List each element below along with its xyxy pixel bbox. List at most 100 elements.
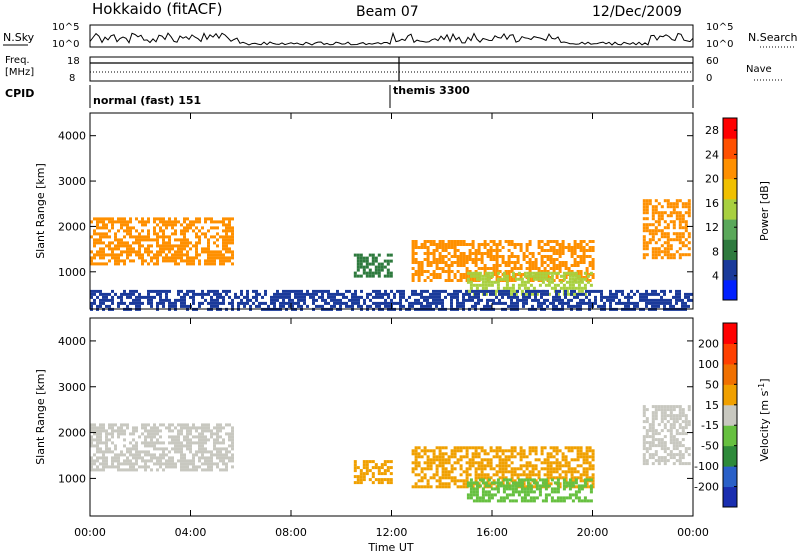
echo-cell xyxy=(516,452,520,456)
echo-cell xyxy=(501,295,504,299)
echo-cell xyxy=(666,214,670,218)
echo-cell xyxy=(228,229,231,233)
echo-cell xyxy=(481,277,485,281)
echo-cell xyxy=(666,408,670,412)
echo-cell xyxy=(516,301,519,305)
echo-cell xyxy=(453,446,457,450)
echo-cell xyxy=(420,273,424,276)
echo-cell xyxy=(453,452,457,456)
echo-cell xyxy=(642,199,646,203)
echo-cell xyxy=(192,459,195,463)
nsearch-tick-top: 10^5 xyxy=(706,22,733,33)
echo-cell xyxy=(117,426,120,430)
echo-cell xyxy=(174,250,177,254)
echo-cell xyxy=(195,244,198,248)
echo-cell xyxy=(642,205,646,209)
echo-cell xyxy=(368,262,372,266)
echo-cell xyxy=(222,253,225,257)
echo-cell xyxy=(417,292,420,296)
echo-cell xyxy=(478,271,482,275)
echo-cell xyxy=(183,253,186,257)
echo-cell xyxy=(669,408,673,412)
echo-cell xyxy=(204,262,207,266)
echo-cell xyxy=(486,304,489,308)
echo-cell xyxy=(246,292,249,296)
echo-cell xyxy=(576,292,579,296)
echo-cell xyxy=(517,286,521,290)
echo-cell xyxy=(678,423,682,427)
echo-cell xyxy=(579,298,582,302)
echo-cell xyxy=(570,270,574,273)
echo-cell xyxy=(639,292,642,296)
echo-cell xyxy=(543,292,546,296)
echo-cell xyxy=(480,243,484,246)
echo-cell xyxy=(426,479,430,483)
echo-cell xyxy=(426,264,430,267)
echo-cell xyxy=(365,274,369,278)
echo-cell xyxy=(435,304,438,308)
echo-cell xyxy=(300,289,303,293)
echo-cell xyxy=(423,279,427,282)
echo-cell xyxy=(502,274,506,278)
echo-cell xyxy=(438,449,442,453)
echo-cell xyxy=(510,446,514,450)
echo-cell xyxy=(159,253,162,257)
echo-cell xyxy=(504,261,508,264)
echo-cell xyxy=(297,304,300,308)
echo-cell xyxy=(156,256,159,260)
echo-cell xyxy=(429,458,433,462)
echo-cell xyxy=(369,304,372,308)
echo-cell xyxy=(147,250,150,254)
echo-cell xyxy=(180,250,183,254)
echo-cell xyxy=(459,261,463,264)
echo-cell xyxy=(417,446,421,450)
echo-cell xyxy=(359,469,363,473)
echo-cell xyxy=(219,429,222,433)
colorbar-segment xyxy=(723,323,737,344)
echo-cell xyxy=(544,496,548,500)
echo-cell xyxy=(487,271,491,275)
echo-cell xyxy=(510,252,514,255)
echo-cell xyxy=(90,435,93,439)
colorbar-frame xyxy=(722,322,738,508)
echo-cell xyxy=(291,301,294,305)
echo-cell xyxy=(540,304,543,308)
echo-cell xyxy=(489,249,493,252)
echo-cell xyxy=(666,223,670,227)
echo-cell xyxy=(228,223,231,227)
echo-cell xyxy=(96,468,99,472)
echo-cell xyxy=(642,408,646,412)
echo-cell xyxy=(147,232,150,236)
echo-cell xyxy=(126,220,129,224)
echo-cell xyxy=(192,295,195,299)
echo-cell xyxy=(114,235,117,239)
echo-cell xyxy=(177,256,180,260)
echo-cell xyxy=(174,259,177,263)
echo-cell xyxy=(213,444,216,448)
echo-cell xyxy=(558,279,562,282)
echo-cell xyxy=(516,258,520,261)
echo-cell xyxy=(123,462,126,466)
echo-cell xyxy=(450,279,454,282)
echo-cell xyxy=(469,286,473,290)
echo-cell xyxy=(660,256,664,260)
echo-cell xyxy=(387,295,390,299)
echo-cell xyxy=(585,255,589,258)
echo-cell xyxy=(579,301,582,305)
echo-cell xyxy=(495,246,499,249)
echo-cell xyxy=(547,292,551,296)
echo-cell xyxy=(687,405,691,409)
echo-cell xyxy=(171,259,174,263)
echo-cell xyxy=(475,493,479,497)
echo-cell xyxy=(672,208,676,212)
echo-cell xyxy=(504,470,508,474)
echo-cell xyxy=(90,456,93,460)
echo-cell xyxy=(108,229,111,233)
echo-cell xyxy=(165,295,168,299)
echo-cell xyxy=(474,270,478,273)
echo-cell xyxy=(459,446,463,450)
echo-cell xyxy=(120,426,123,430)
echo-cell xyxy=(538,493,542,497)
echo-cell xyxy=(219,468,222,472)
echo-cell xyxy=(111,423,114,427)
